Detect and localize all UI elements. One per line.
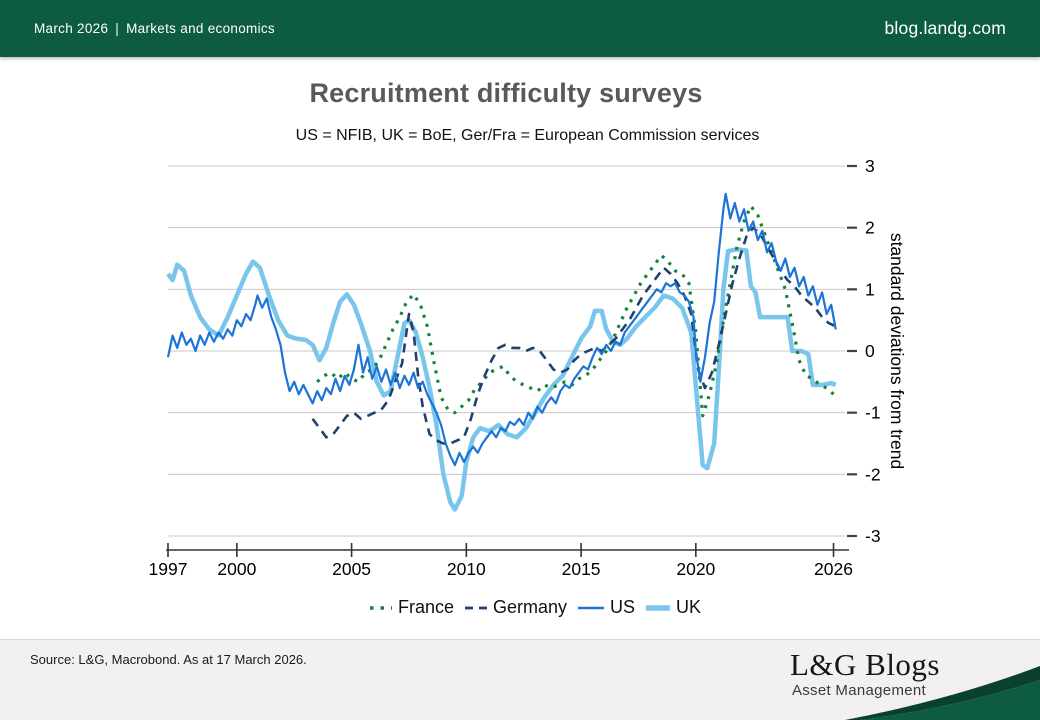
x-tick-label: 1997 (149, 559, 188, 579)
legend-swatch-uk (646, 604, 671, 611)
y-tick-label: 1 (865, 279, 875, 299)
chart-canvas: 3 2 1 0 -1 -2 -3 1997 2000 2005 2010 2015 2020 2026 st… (149, 156, 907, 579)
series-germany (311, 226, 837, 445)
legend-item-uk: UK (645, 597, 701, 618)
y-tick-label: -3 (865, 526, 881, 546)
y-tick-label: -1 (865, 403, 881, 423)
y-tick-label: -2 (865, 464, 881, 484)
legend-label-uk: UK (676, 597, 702, 617)
legend-swatch-germany (464, 606, 487, 609)
header-separator: | (115, 21, 120, 36)
series-uk (166, 247, 837, 512)
legend-label-us: US (610, 597, 636, 617)
logo-title: L&G Blogs (789, 647, 940, 682)
footer: Source: L&G, Macrobond. As at 17 March 2… (0, 639, 1040, 720)
y-tick-label: 2 (865, 218, 875, 238)
y-tick-label: 0 (865, 341, 875, 361)
series-france (316, 204, 835, 418)
legend-label-germany: Germany (492, 597, 568, 617)
x-tick-label: 2000 (217, 559, 256, 579)
x-tick-label: 2020 (676, 559, 715, 579)
legend-label-france: France (397, 597, 454, 617)
chart-title: Recruitment difficulty surveys (309, 78, 703, 108)
header-site-url: blog.landg.com (884, 18, 1006, 38)
source-text: Source: L&G, Macrobond. As at 17 March 2… (30, 652, 307, 667)
legend-item-france: France (369, 597, 454, 618)
legend-item-germany: Germany (464, 597, 567, 618)
x-tick-label: 2010 (447, 559, 486, 579)
header-date: March 2026 (34, 21, 109, 36)
header-meta: March 2026 | Markets and economics (34, 21, 275, 36)
logo: L&G Blogs Asset Management (789, 647, 940, 700)
legend-swatch-france (369, 605, 392, 610)
y-axis-title: standard deviations from trend (887, 233, 907, 469)
chart-subtitle: US = NFIB, UK = BoE, Ger/Fra = European … (295, 127, 760, 144)
legend-swatch-us (578, 606, 605, 609)
swoosh-decoration (845, 666, 1040, 720)
logo-subtitle: Asset Management (791, 682, 926, 699)
top-bar: March 2026 | Markets and economics blog.la… (0, 0, 1040, 57)
line-chart: 3 2 1 0 -1 -2 -3 1997 2000 2005 2010 2015 2020 2026 st… (0, 150, 1040, 595)
y-tick-label: 3 (865, 156, 875, 176)
swoosh-fill (860, 680, 1040, 720)
legend-item-us: US (577, 597, 635, 618)
chart-legend: France Germany US UK (30, 597, 1040, 618)
x-tick-label: 2026 (814, 559, 853, 579)
x-tick-label: 2015 (562, 559, 601, 579)
series-us (166, 192, 837, 467)
x-tick-label: 2005 (332, 559, 371, 579)
header-section: Markets and economics (126, 21, 275, 36)
